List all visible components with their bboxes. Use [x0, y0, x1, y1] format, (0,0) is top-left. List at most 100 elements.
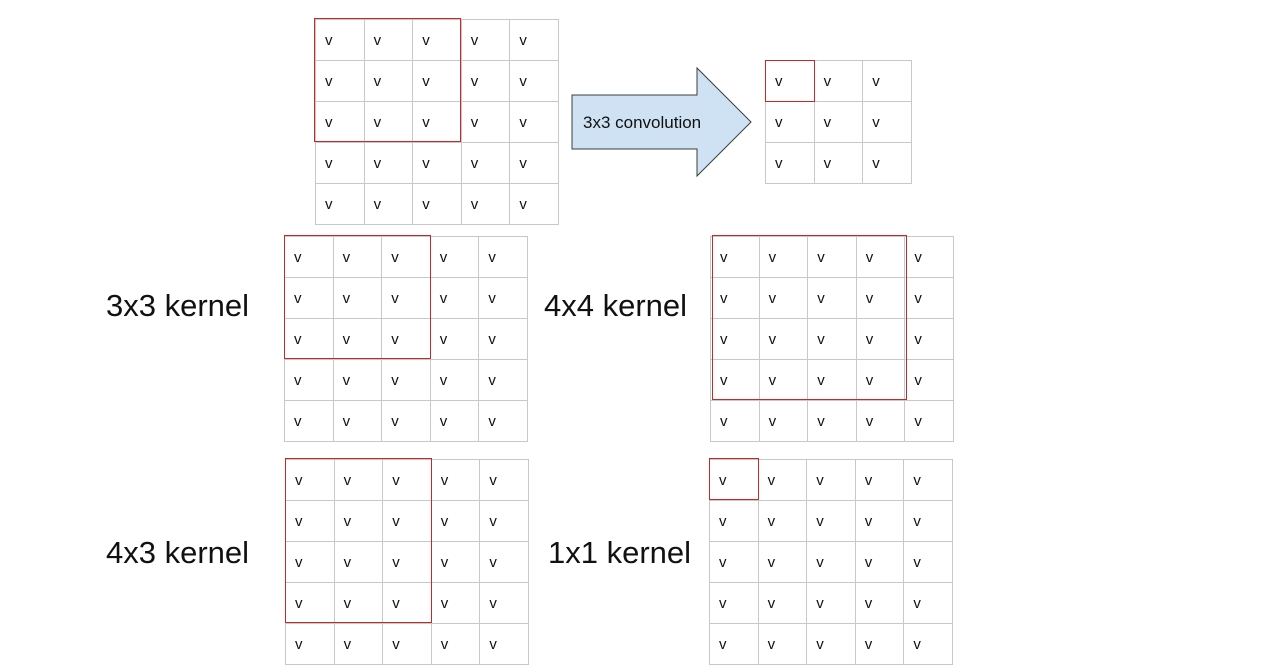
- grid-cell: v: [333, 500, 384, 542]
- grid-cell: v: [430, 500, 481, 542]
- grid-cell: v: [478, 236, 528, 278]
- grid-cell: v: [903, 541, 953, 583]
- grid-cell: v: [710, 236, 760, 278]
- grid-cell: v: [479, 541, 529, 583]
- cell-value: v: [342, 248, 351, 266]
- grid-cell: v: [806, 623, 856, 665]
- cell-value: v: [439, 289, 448, 307]
- cell-value: v: [768, 330, 777, 348]
- grid-cell: v: [807, 359, 857, 401]
- grid-cell: v: [381, 236, 431, 278]
- cell-value: v: [440, 594, 449, 612]
- cell-value: v: [295, 471, 303, 489]
- grid-cell: v: [315, 142, 365, 184]
- cell-value: v: [422, 31, 430, 49]
- cell-value: v: [767, 553, 776, 571]
- grid-cell: v: [765, 101, 815, 143]
- grid-cell: v: [709, 623, 759, 665]
- grid-cell: v: [757, 541, 808, 583]
- cell-value: v: [865, 412, 874, 430]
- grid-cell: v: [381, 277, 431, 319]
- cell-value: v: [768, 371, 777, 389]
- top-output-grid: v v v v v v v v v: [765, 60, 912, 184]
- cell-value: v: [872, 113, 880, 131]
- grid-cell: v: [460, 183, 511, 225]
- cell-value: v: [864, 553, 873, 571]
- cell-value: v: [775, 113, 783, 131]
- grid-cell: v: [904, 359, 954, 401]
- grid-cell: v: [363, 101, 414, 143]
- cell-value: v: [719, 553, 727, 571]
- cell-value: v: [392, 635, 400, 653]
- grid-cell: v: [862, 142, 912, 184]
- cell-value: v: [470, 195, 479, 213]
- cell-value: v: [391, 248, 399, 266]
- grid-cell: v: [412, 19, 462, 61]
- cell-value: v: [294, 330, 302, 348]
- cell-value: v: [719, 471, 727, 489]
- cell-value: v: [373, 31, 382, 49]
- grid-cell: v: [285, 500, 335, 542]
- cell-value: v: [914, 330, 922, 348]
- cell-value: v: [391, 330, 399, 348]
- cell-value: v: [325, 72, 333, 90]
- grid-cell: v: [430, 541, 481, 583]
- cell-value: v: [470, 72, 479, 90]
- grid-cell: v: [285, 459, 335, 501]
- cell-value: v: [373, 195, 382, 213]
- cell-value: v: [720, 248, 728, 266]
- cell-value: v: [422, 113, 430, 131]
- grid-cell: v: [904, 318, 954, 360]
- cell-value: v: [864, 471, 873, 489]
- label-1x1-kernel: 1x1 kernel: [548, 535, 692, 570]
- cell-value: v: [816, 553, 824, 571]
- grid-cell: v: [284, 277, 334, 319]
- grid-cell: v: [479, 500, 529, 542]
- grid-cell: v: [710, 277, 760, 319]
- grid-cell: v: [854, 582, 905, 624]
- grid-cell: v: [478, 400, 528, 442]
- cell-value: v: [864, 635, 873, 653]
- grid-cell: v: [765, 60, 815, 102]
- grid-cell: v: [854, 541, 905, 583]
- cell-value: v: [295, 635, 303, 653]
- cell-value: v: [440, 471, 449, 489]
- grid-cell: v: [904, 400, 954, 442]
- grid-cell: v: [429, 236, 480, 278]
- cell-value: v: [343, 512, 352, 530]
- cell-value: v: [767, 635, 776, 653]
- grid-cell: v: [757, 623, 808, 665]
- grid-cell: v: [758, 400, 809, 442]
- grid-cell: v: [854, 500, 905, 542]
- grid-cell: v: [709, 500, 759, 542]
- grid-cell: v: [315, 101, 365, 143]
- cell-value: v: [519, 72, 527, 90]
- grid-cell: v: [381, 359, 431, 401]
- cell-value: v: [295, 594, 303, 612]
- grid-cell: v: [412, 142, 462, 184]
- cell-value: v: [767, 471, 776, 489]
- cell-value: v: [720, 412, 728, 430]
- cell-value: v: [470, 113, 479, 131]
- cell-value: v: [865, 289, 874, 307]
- cell-value: v: [816, 471, 824, 489]
- cell-value: v: [295, 553, 303, 571]
- grid-cell: v: [285, 582, 335, 624]
- cell-value: v: [914, 371, 922, 389]
- cell-value: v: [439, 412, 448, 430]
- cell-value: v: [392, 471, 400, 489]
- grid-cell: v: [363, 142, 414, 184]
- cell-value: v: [913, 594, 921, 612]
- grid-cell: v: [758, 277, 809, 319]
- grid-cell: v: [862, 60, 912, 102]
- grid-cell: v: [806, 500, 856, 542]
